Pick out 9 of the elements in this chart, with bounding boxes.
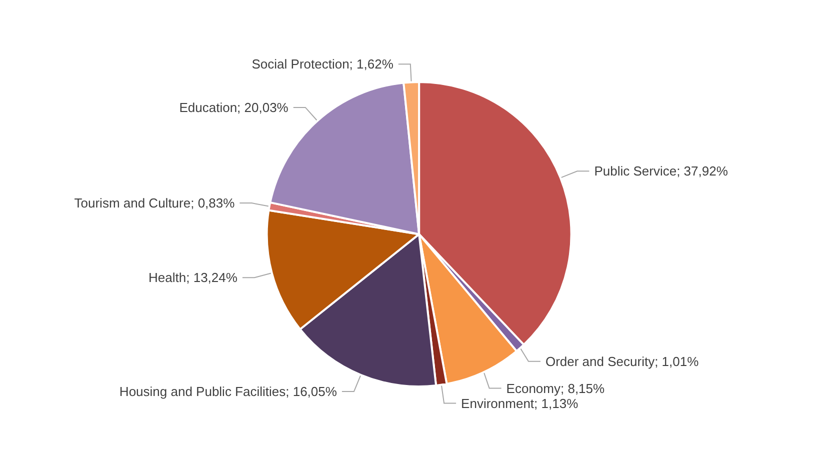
slice-label: Order and Security; 1,01% [545,354,700,369]
slice-label: Housing and Public Facilities; 16,05% [119,384,338,400]
slice-label: Health; 13,24% [148,270,238,286]
slice-label: Economy; 8,15% [506,380,606,396]
slice-label: Tourism and Culture; 0,83% [74,196,236,211]
slice-label: Social Protection; 1,62% [252,56,394,72]
slice-label: Public Service; 37,92% [594,164,728,179]
slice-label: Environment; 1,13% [461,396,579,411]
slice-label: Education; 20,03% [179,100,289,115]
